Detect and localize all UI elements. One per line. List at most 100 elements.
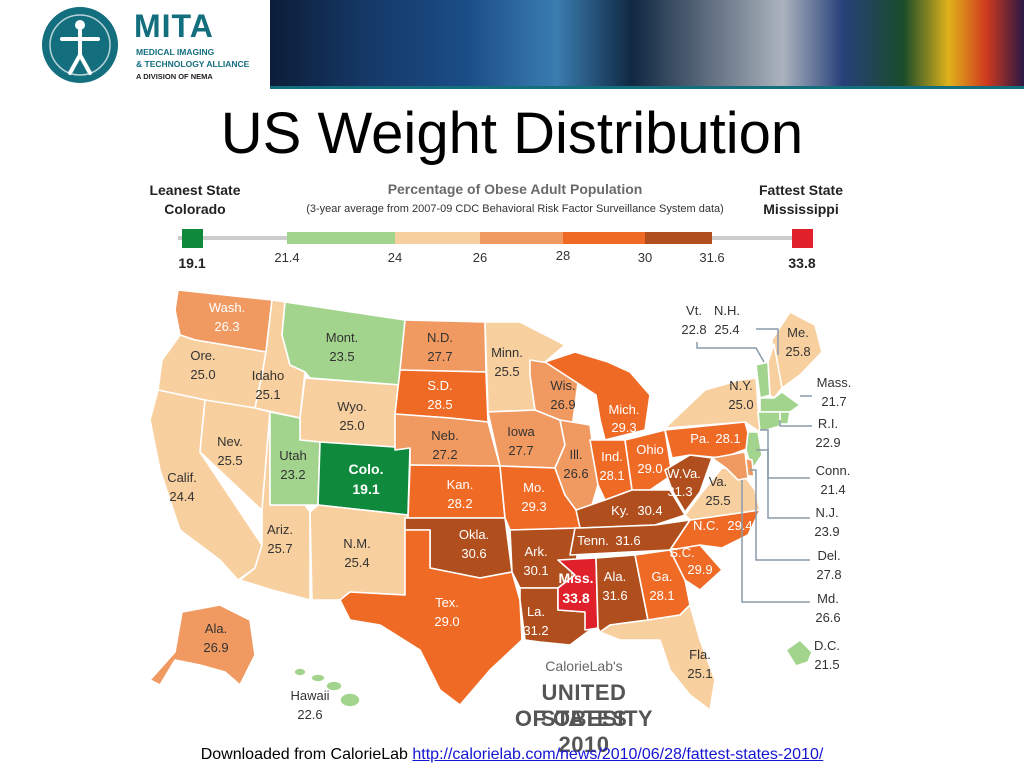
- header-divider: [270, 86, 1024, 89]
- label-mt-value: 23.5: [329, 349, 354, 364]
- label-pa-name: Pa.: [690, 431, 710, 446]
- state-nm[interactable]: [309, 504, 409, 601]
- label-id-name: Idaho: [252, 368, 285, 383]
- state-tx[interactable]: [339, 529, 523, 706]
- label-nj-value: 23.9: [814, 524, 839, 539]
- state-wy[interactable]: [299, 377, 401, 451]
- state-ia[interactable]: [487, 409, 566, 469]
- label-tx-value: 29.0: [434, 614, 459, 629]
- label-ne-value: 27.2: [432, 447, 457, 462]
- label-id-value: 25.1: [255, 387, 280, 402]
- label-me-value: 25.8: [785, 344, 810, 359]
- label-ks-value: 28.2: [447, 496, 472, 511]
- label-pa-value: 28.1: [715, 431, 740, 446]
- label-va-value: 25.5: [705, 493, 730, 508]
- label-al-value: 31.6: [602, 588, 627, 603]
- watermark-title-line-1: UNITED STATES: [540, 680, 628, 731]
- label-ut-value: 23.2: [280, 467, 305, 482]
- label-mi-name: Mich.: [608, 402, 639, 417]
- label-la-value: 31.2: [523, 623, 548, 638]
- label-in-value: 28.1: [599, 468, 624, 483]
- label-mi-value: 29.3: [611, 420, 636, 435]
- label-ms-value: 33.8: [562, 590, 589, 606]
- state-mi[interactable]: [544, 351, 651, 441]
- state-nh[interactable]: [767, 343, 783, 399]
- legend-tick-5: 30: [638, 250, 652, 265]
- fattest-state-name: Mississippi: [763, 201, 839, 217]
- label-ca-name: Calif.: [167, 470, 197, 485]
- state-ny[interactable]: [664, 377, 761, 433]
- label-fl-value: 25.1: [687, 666, 712, 681]
- slide-title: US Weight Distribution: [220, 101, 804, 166]
- label-nv-value: 25.5: [217, 453, 242, 468]
- label-ak-name: Ala.: [205, 621, 227, 636]
- state-ri[interactable]: [779, 411, 791, 425]
- label-oh-value: 29.0: [637, 461, 662, 476]
- label-ny-value: 25.0: [728, 397, 753, 412]
- state-nd[interactable]: [399, 319, 487, 373]
- label-la-name: La.: [527, 604, 545, 619]
- label-hi-name: Hawaii: [290, 688, 329, 703]
- label-ga-name: Ga.: [652, 569, 673, 584]
- callout-lines: [696, 328, 812, 603]
- label-ny-name: N.Y.: [729, 378, 753, 393]
- fattest-state-label: Fattest State Mississippi: [746, 181, 856, 219]
- leanest-state-name: Colorado: [164, 201, 226, 217]
- label-ar-name: Ark.: [524, 544, 547, 559]
- label-or-name: Ore.: [190, 348, 215, 363]
- mita-logo-icon: [42, 7, 118, 83]
- state-fl[interactable]: [599, 604, 716, 711]
- brand-division: A DIVISION OF NEMA: [136, 72, 213, 81]
- footer-prefix: Downloaded from CalorieLab: [200, 746, 408, 763]
- label-az-value: 25.7: [267, 541, 292, 556]
- label-or-value: 25.0: [190, 367, 215, 382]
- source-link[interactable]: http://calorielab.com/news/2010/06/28/fa…: [412, 746, 824, 763]
- label-nd-value: 27.7: [427, 349, 452, 364]
- label-hi-value: 22.6: [297, 707, 322, 722]
- label-il-name: Ill.: [570, 447, 583, 462]
- label-sc-name: S.C.: [669, 545, 694, 560]
- label-ri-value: 22.9: [815, 435, 840, 450]
- label-nd-name: N.D.: [427, 330, 453, 345]
- label-oh-name: Ohio: [636, 442, 663, 457]
- label-sd-value: 28.5: [427, 397, 452, 412]
- label-vt-name: Vt.: [686, 303, 702, 318]
- label-mt-name: Mont.: [326, 330, 359, 345]
- label-az-name: Ariz.: [267, 522, 293, 537]
- state-dc[interactable]: [785, 639, 813, 667]
- watermark-caption: CalorieLab's: [545, 658, 623, 674]
- label-wi-name: Wis.: [550, 378, 575, 393]
- label-sc-value: 29.9: [687, 562, 712, 577]
- legend-swatch-leanest: [182, 229, 203, 248]
- label-mo-name: Mo.: [523, 480, 545, 495]
- label-nh-value: 25.4: [714, 322, 739, 337]
- legend-tick-2: 24: [388, 250, 402, 265]
- label-wi-value: 26.9: [550, 397, 575, 412]
- label-wa-name: Wash.: [209, 300, 245, 315]
- state-ak[interactable]: [149, 604, 256, 686]
- label-mo-value: 29.3: [521, 499, 546, 514]
- us-obesity-map: 19.1 21.4 24 26 28 30 31.6 33.8: [149, 229, 851, 722]
- state-md[interactable]: [711, 451, 749, 481]
- label-tn-name: Tenn.: [577, 533, 609, 548]
- brand-line-1: MEDICAL IMAGING: [136, 47, 215, 57]
- label-wa-value: 26.3: [214, 319, 239, 334]
- label-ar-value: 30.1: [523, 563, 548, 578]
- label-sd-name: S.D.: [427, 378, 452, 393]
- label-ms-name: Miss.: [558, 570, 593, 586]
- label-ok-name: Okla.: [459, 527, 489, 542]
- state-labels: Wash. 26.3 Ore. 25.0 Calif. 24.4 Idaho 2…: [167, 300, 851, 722]
- label-dc-value: 21.5: [814, 657, 839, 672]
- watermark-title-line-2: OF OBESITY 2010: [514, 706, 654, 757]
- footer: Downloaded from CalorieLab http://calori…: [0, 746, 1024, 764]
- label-ut-name: Utah: [279, 448, 306, 463]
- label-de-value: 27.8: [816, 567, 841, 582]
- state-oh[interactable]: [624, 429, 673, 491]
- state-ct[interactable]: [757, 411, 781, 433]
- label-vt-value: 22.8: [681, 322, 706, 337]
- label-ga-value: 28.1: [649, 588, 674, 603]
- label-ct-name: Conn.: [816, 463, 851, 478]
- state-hi[interactable]: [293, 667, 361, 708]
- state-co[interactable]: [317, 441, 411, 516]
- label-ky-value: 30.4: [637, 503, 662, 518]
